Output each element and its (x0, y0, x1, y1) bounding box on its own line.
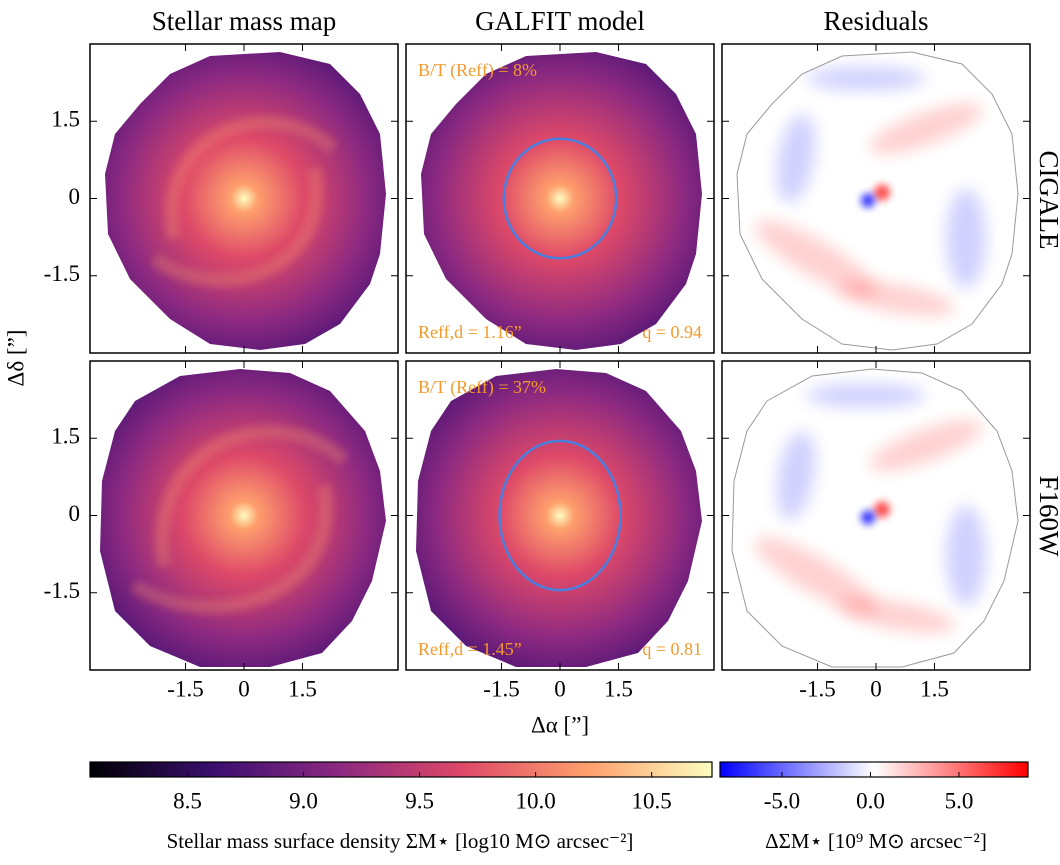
y-axis-label: Δδ [”] (3, 330, 28, 387)
colorbar-tick-label: 8.5 (173, 788, 202, 813)
colorbar-tick-label: 10.0 (515, 788, 555, 813)
residual-core (861, 510, 875, 525)
spiral-structure (164, 115, 339, 240)
y-tick-label: 0 (69, 501, 81, 526)
x-tick-label: -1.5 (799, 676, 835, 701)
panel (721, 43, 1031, 354)
galaxy-image (416, 369, 702, 667)
x-tick-label: 1.5 (288, 676, 317, 701)
bulge-fraction: B/T (Reff) = 8% (418, 60, 537, 81)
y-tick-label: 0 (69, 184, 81, 209)
panel-image (737, 52, 1018, 350)
colorbar (719, 761, 1029, 778)
residual-feature (754, 220, 878, 297)
colorbar-tick-label: -5.0 (764, 788, 800, 813)
galaxy-image (100, 369, 386, 667)
x-tick-label: -1.5 (167, 676, 203, 701)
panel: -1.5 0 1.5 (44, 43, 399, 354)
residual-feature (754, 537, 878, 614)
residual-feature (946, 188, 986, 289)
residual-feature (776, 114, 816, 203)
residual-feature (869, 420, 983, 471)
galaxy-outline (731, 368, 1019, 668)
disk-radius: Reff,d = 1.16” (418, 322, 522, 342)
panel-image (100, 369, 386, 667)
x-tick-label: 1.5 (920, 676, 949, 701)
column-title: Residuals (824, 6, 929, 36)
colorbar-label: Stellar mass surface density ΣM⋆ [log10 … (167, 829, 634, 853)
residual-feature (836, 281, 956, 316)
panel-image (732, 369, 1018, 667)
galaxy-image (105, 52, 386, 350)
colorbar (89, 761, 713, 778)
panel-image (421, 52, 702, 350)
residual-feature (836, 598, 956, 633)
x-tick-label: 1.5 (604, 676, 633, 701)
residual-core (861, 193, 875, 208)
colorbar-tick-label: 10.5 (632, 788, 672, 813)
effective-radius-ellipse (498, 439, 622, 592)
residual-feature (776, 431, 816, 520)
colorbar-tick-label: 0.0 (856, 788, 885, 813)
colorbar-tick-label: 9.0 (289, 788, 318, 813)
y-tick-label: 1.5 (51, 107, 80, 132)
residual-feature (806, 66, 926, 91)
x-tick-label: 0 (870, 676, 882, 701)
y-tick-label: 1.5 (51, 424, 80, 449)
panel: -1.5 0 1.5 -1.5 0 1.5 (44, 360, 399, 701)
colorbar-tick-label: 5.0 (945, 788, 974, 813)
effective-radius-ellipse (502, 137, 618, 260)
column-title: Stellar mass map (152, 6, 336, 36)
axis-ratio: q = 0.94 (642, 322, 702, 342)
spiral-structure (130, 484, 333, 614)
colorbar-tick-label: 9.5 (405, 788, 434, 813)
x-tick-label: 0 (554, 676, 566, 701)
axis-ratio: q = 0.81 (642, 639, 702, 659)
y-tick-label: -1.5 (44, 578, 80, 603)
panel: -1.5 0 1.5 (721, 360, 1031, 701)
colorbar-label: ΔΣM⋆ [10⁹ M⊙ arcsec⁻²] (765, 829, 987, 853)
x-axis-label: Δα [”] (531, 712, 589, 737)
residual-feature (869, 103, 983, 154)
residual-feature (946, 505, 986, 606)
panel: B/T (Reff) = 37% Reff,d = 1.45” q = 0.81 -1… (405, 360, 715, 701)
x-tick-label: -1.5 (483, 676, 519, 701)
residual-feature (806, 383, 926, 408)
galaxy-image (421, 52, 702, 350)
y-tick-label: -1.5 (44, 261, 80, 286)
spiral-structure (149, 167, 324, 287)
galaxy-outline (736, 51, 1019, 351)
panel: B/T (Reff) = 8% Reff,d = 1.16” q = 0.94 (405, 43, 715, 354)
column-title: GALFIT model (475, 6, 645, 36)
spiral-structure (155, 424, 349, 567)
panel-image (416, 369, 702, 667)
residual-core (874, 501, 890, 518)
disk-radius: Reff,d = 1.45” (418, 639, 522, 659)
residual-core (874, 184, 890, 201)
row-label: CIGALE (1034, 151, 1060, 250)
panel-image (105, 52, 386, 350)
bulge-fraction: B/T (Reff) = 37% (418, 377, 546, 398)
row-label: F160W (1034, 476, 1060, 558)
x-tick-label: 0 (238, 676, 250, 701)
